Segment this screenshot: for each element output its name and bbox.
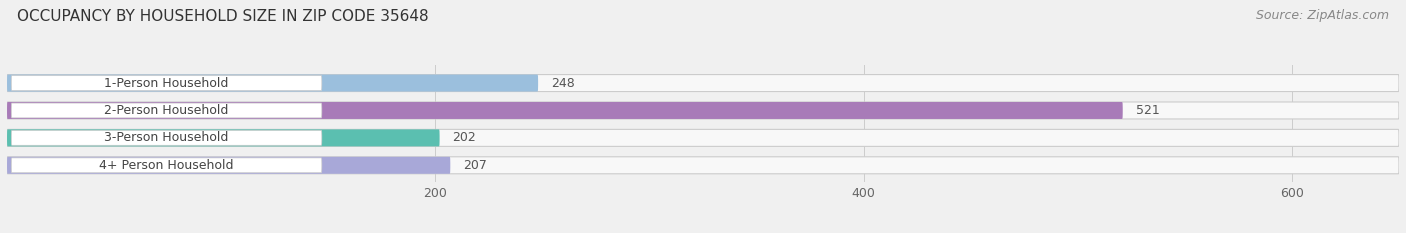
FancyBboxPatch shape xyxy=(11,158,322,173)
FancyBboxPatch shape xyxy=(11,130,322,145)
Text: 2-Person Household: 2-Person Household xyxy=(104,104,229,117)
FancyBboxPatch shape xyxy=(7,157,1399,174)
FancyBboxPatch shape xyxy=(11,76,322,90)
Text: OCCUPANCY BY HOUSEHOLD SIZE IN ZIP CODE 35648: OCCUPANCY BY HOUSEHOLD SIZE IN ZIP CODE … xyxy=(17,9,429,24)
Text: Source: ZipAtlas.com: Source: ZipAtlas.com xyxy=(1256,9,1389,22)
Text: 3-Person Household: 3-Person Household xyxy=(104,131,229,144)
FancyBboxPatch shape xyxy=(11,103,322,118)
Text: 521: 521 xyxy=(1136,104,1160,117)
FancyBboxPatch shape xyxy=(7,75,538,92)
FancyBboxPatch shape xyxy=(7,129,440,146)
FancyBboxPatch shape xyxy=(7,102,1399,119)
Text: 1-Person Household: 1-Person Household xyxy=(104,77,229,89)
Text: 4+ Person Household: 4+ Person Household xyxy=(100,159,233,172)
Text: 202: 202 xyxy=(453,131,477,144)
FancyBboxPatch shape xyxy=(7,157,450,174)
Text: 248: 248 xyxy=(551,77,575,89)
FancyBboxPatch shape xyxy=(7,102,1123,119)
FancyBboxPatch shape xyxy=(7,75,1399,92)
FancyBboxPatch shape xyxy=(7,129,1399,146)
Text: 207: 207 xyxy=(463,159,486,172)
